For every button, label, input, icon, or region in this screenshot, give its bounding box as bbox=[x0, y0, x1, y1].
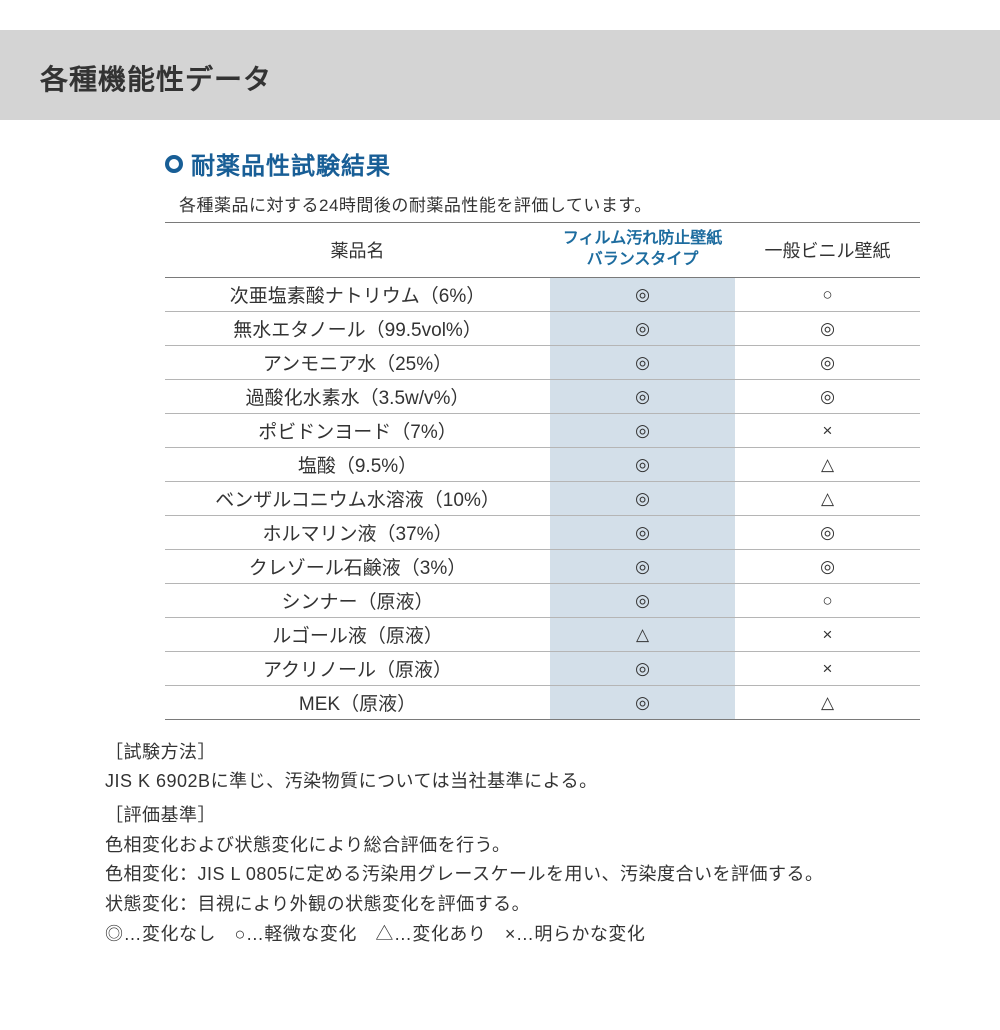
cell-film-result: ◎ bbox=[550, 345, 735, 379]
th-film-type: フィルム汚れ防止壁紙 バランスタイプ bbox=[550, 223, 735, 278]
cell-film-result: ◎ bbox=[550, 583, 735, 617]
table-row: ポビドンヨード（7%）◎× bbox=[165, 413, 920, 447]
cell-vinyl-result: △ bbox=[735, 481, 920, 515]
cell-vinyl-result: ○ bbox=[735, 583, 920, 617]
table-header-row: 薬品名 フィルム汚れ防止壁紙 バランスタイプ 一般ビニル壁紙 bbox=[165, 223, 920, 278]
notes: ［試験方法］ JIS K 6902Bに準じ、汚染物質については当社基準による。 … bbox=[105, 738, 920, 950]
cell-vinyl-result: × bbox=[735, 651, 920, 685]
cell-vinyl-result: ○ bbox=[735, 277, 920, 311]
cell-chemical-name: MEK（原液） bbox=[165, 685, 550, 719]
table-row: アクリノール（原液）◎× bbox=[165, 651, 920, 685]
method-text: JIS K 6902Bに準じ、汚染物質については当社基準による。 bbox=[105, 767, 920, 797]
cell-vinyl-result: × bbox=[735, 617, 920, 651]
cell-chemical-name: 塩酸（9.5%） bbox=[165, 447, 550, 481]
cell-chemical-name: 次亜塩素酸ナトリウム（6%） bbox=[165, 277, 550, 311]
legend: ◎…変化なし ○…軽微な変化 △…変化あり ×…明らかな変化 bbox=[105, 920, 920, 950]
cell-vinyl-result: ◎ bbox=[735, 345, 920, 379]
table-row: 過酸化水素水（3.5w/v%）◎◎ bbox=[165, 379, 920, 413]
table-row: 次亜塩素酸ナトリウム（6%）◎○ bbox=[165, 277, 920, 311]
table-row: シンナー（原液）◎○ bbox=[165, 583, 920, 617]
cell-film-result: ◎ bbox=[550, 549, 735, 583]
cell-chemical-name: 無水エタノール（99.5vol%） bbox=[165, 311, 550, 345]
page-title: 各種機能性データ bbox=[40, 58, 960, 98]
cell-chemical-name: ルゴール液（原液） bbox=[165, 617, 550, 651]
cell-chemical-name: アンモニア水（25%） bbox=[165, 345, 550, 379]
criteria-text: 色相変化および状態変化により総合評価を行う。 bbox=[105, 831, 920, 861]
th-general-vinyl: 一般ビニル壁紙 bbox=[735, 223, 920, 278]
cell-film-result: ◎ bbox=[550, 481, 735, 515]
content: 耐薬品性試験結果 各種薬品に対する24時間後の耐薬品性能を評価しています。 薬品… bbox=[0, 120, 1000, 949]
cell-vinyl-result: ◎ bbox=[735, 311, 920, 345]
cell-film-result: ◎ bbox=[550, 651, 735, 685]
cell-film-result: ◎ bbox=[550, 685, 735, 719]
cell-chemical-name: シンナー（原液） bbox=[165, 583, 550, 617]
bullet-icon bbox=[165, 155, 183, 173]
cell-chemical-name: 過酸化水素水（3.5w/v%） bbox=[165, 379, 550, 413]
section-title-row: 耐薬品性試験結果 bbox=[165, 146, 920, 181]
table-row: MEK（原液）◎△ bbox=[165, 685, 920, 719]
table-row: ルゴール液（原液）△× bbox=[165, 617, 920, 651]
th-name: 薬品名 bbox=[165, 223, 550, 278]
cell-chemical-name: クレゾール石鹸液（3%） bbox=[165, 549, 550, 583]
cell-vinyl-result: × bbox=[735, 413, 920, 447]
hue-change-text: 色相変化：JIS L 0805に定める汚染用グレースケールを用い、汚染度合いを評… bbox=[105, 860, 920, 890]
table-row: ホルマリン液（37%）◎◎ bbox=[165, 515, 920, 549]
method-label: ［試験方法］ bbox=[105, 738, 920, 768]
cell-film-result: ◎ bbox=[550, 277, 735, 311]
chemical-resistance-table: 薬品名 フィルム汚れ防止壁紙 バランスタイプ 一般ビニル壁紙 次亜塩素酸ナトリウ… bbox=[165, 222, 920, 720]
table-row: 塩酸（9.5%）◎△ bbox=[165, 447, 920, 481]
cell-film-result: ◎ bbox=[550, 413, 735, 447]
cell-film-result: ◎ bbox=[550, 447, 735, 481]
table-body: 次亜塩素酸ナトリウム（6%）◎○無水エタノール（99.5vol%）◎◎アンモニア… bbox=[165, 277, 920, 719]
cell-chemical-name: ベンザルコニウム水溶液（10%） bbox=[165, 481, 550, 515]
state-change-text: 状態変化：目視により外観の状態変化を評価する。 bbox=[105, 890, 920, 920]
table-row: アンモニア水（25%）◎◎ bbox=[165, 345, 920, 379]
criteria-label: ［評価基準］ bbox=[105, 801, 920, 831]
cell-film-result: ◎ bbox=[550, 379, 735, 413]
th-film-line1: フィルム汚れ防止壁紙 bbox=[563, 230, 722, 247]
cell-vinyl-result: △ bbox=[735, 685, 920, 719]
cell-vinyl-result: ◎ bbox=[735, 549, 920, 583]
cell-vinyl-result: ◎ bbox=[735, 515, 920, 549]
cell-vinyl-result: ◎ bbox=[735, 379, 920, 413]
section-description: 各種薬品に対する24時間後の耐薬品性能を評価しています。 bbox=[179, 191, 920, 216]
cell-film-result: ◎ bbox=[550, 515, 735, 549]
table-row: 無水エタノール（99.5vol%）◎◎ bbox=[165, 311, 920, 345]
cell-chemical-name: ホルマリン液（37%） bbox=[165, 515, 550, 549]
table-row: クレゾール石鹸液（3%）◎◎ bbox=[165, 549, 920, 583]
section-title: 耐薬品性試験結果 bbox=[191, 146, 391, 181]
cell-film-result: △ bbox=[550, 617, 735, 651]
table-row: ベンザルコニウム水溶液（10%）◎△ bbox=[165, 481, 920, 515]
cell-chemical-name: アクリノール（原液） bbox=[165, 651, 550, 685]
cell-vinyl-result: △ bbox=[735, 447, 920, 481]
cell-chemical-name: ポビドンヨード（7%） bbox=[165, 413, 550, 447]
th-film-line2: バランスタイプ bbox=[587, 251, 699, 268]
cell-film-result: ◎ bbox=[550, 311, 735, 345]
header-band: 各種機能性データ bbox=[0, 30, 1000, 120]
